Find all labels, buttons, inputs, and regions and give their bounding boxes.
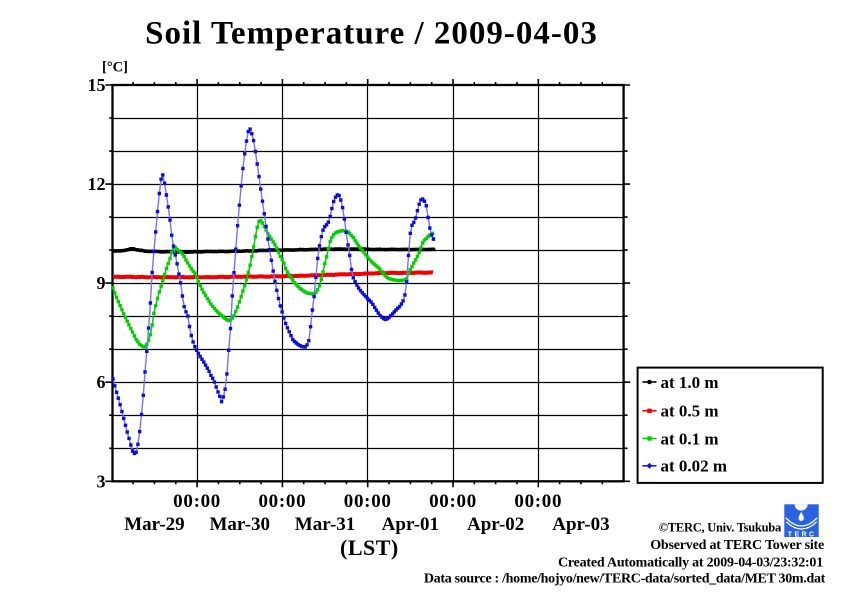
svg-text:00:00: 00:00: [429, 491, 477, 512]
svg-text:Apr-03: Apr-03: [552, 514, 609, 535]
svg-text:Soil Temperature / 2009-04-03: Soil Temperature / 2009-04-03: [145, 16, 598, 52]
svg-text:Apr-01: Apr-01: [382, 514, 439, 535]
svg-text:[°C]: [°C]: [102, 60, 128, 76]
svg-text:Mar-30: Mar-30: [210, 514, 271, 535]
svg-text:Mar-29: Mar-29: [124, 514, 185, 535]
svg-text:at 1.0 m: at 1.0 m: [661, 373, 719, 392]
svg-text:TERC: TERC: [788, 531, 817, 538]
svg-text:Data source : /home/hojyo/new/: Data source : /home/hojyo/new/TERC-data/…: [424, 572, 826, 587]
svg-text:©TERC, Univ. Tsukuba: ©TERC, Univ. Tsukuba: [659, 521, 782, 535]
svg-text:3: 3: [97, 471, 106, 491]
svg-text:15: 15: [88, 75, 106, 95]
svg-text:00:00: 00:00: [173, 491, 221, 512]
svg-text:00:00: 00:00: [258, 491, 306, 512]
svg-text:(LST): (LST): [340, 535, 399, 560]
svg-text:9: 9: [97, 273, 106, 293]
svg-text:at 0.1 m: at 0.1 m: [661, 429, 719, 448]
svg-text:at 0.5 m: at 0.5 m: [661, 402, 719, 421]
svg-text:00:00: 00:00: [344, 491, 392, 512]
svg-text:12: 12: [88, 174, 106, 194]
svg-text:at 0.02 m: at 0.02 m: [661, 457, 728, 476]
svg-text:00:00: 00:00: [514, 491, 562, 512]
svg-text:Created Automatically at 2009-: Created Automatically at 2009-04-03/23:3…: [558, 555, 823, 570]
svg-text:Mar-31: Mar-31: [295, 514, 356, 535]
svg-text:Apr-02: Apr-02: [467, 514, 524, 535]
svg-text:Observed at TERC Tower site: Observed at TERC Tower site: [650, 538, 824, 553]
svg-text:6: 6: [97, 372, 106, 392]
